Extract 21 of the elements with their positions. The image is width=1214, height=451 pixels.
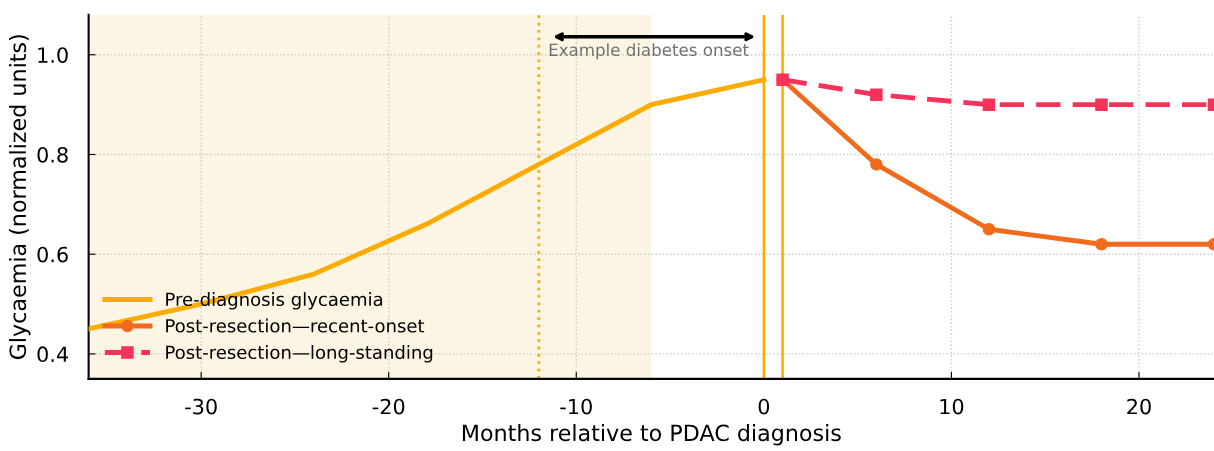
point (1095, 237, 1108, 251)
annotation: Example diabetes onset (549, 43, 749, 60)
y-tick-label: 1.0 (38, 47, 68, 63)
x-tick-label: 20 (1127, 398, 1151, 415)
x-tick-label: -10 (560, 398, 592, 415)
legend-label: Post-resection—long-standing (166, 345, 433, 363)
point (870, 88, 883, 101)
y-tick-label: 0.6 (37, 246, 68, 263)
y-tick-label: 0.8 (37, 146, 68, 163)
point (982, 98, 996, 111)
x-axis-title: Months relative to PDAC diagnosis (462, 424, 841, 446)
point (982, 223, 996, 236)
x-tick-label: 0 (758, 398, 770, 415)
y-axis-title: Glycaemia (normalized units) (8, 35, 31, 360)
y-tick-label: 0.4 (37, 346, 69, 363)
x-tick-label: -20 (372, 398, 405, 415)
legend-label: Post-resection—recent-onset (166, 318, 425, 333)
point (1095, 98, 1108, 111)
x-tick-label: 10 (940, 398, 964, 415)
x-tick-label: -30 (185, 398, 217, 415)
point (870, 158, 883, 171)
